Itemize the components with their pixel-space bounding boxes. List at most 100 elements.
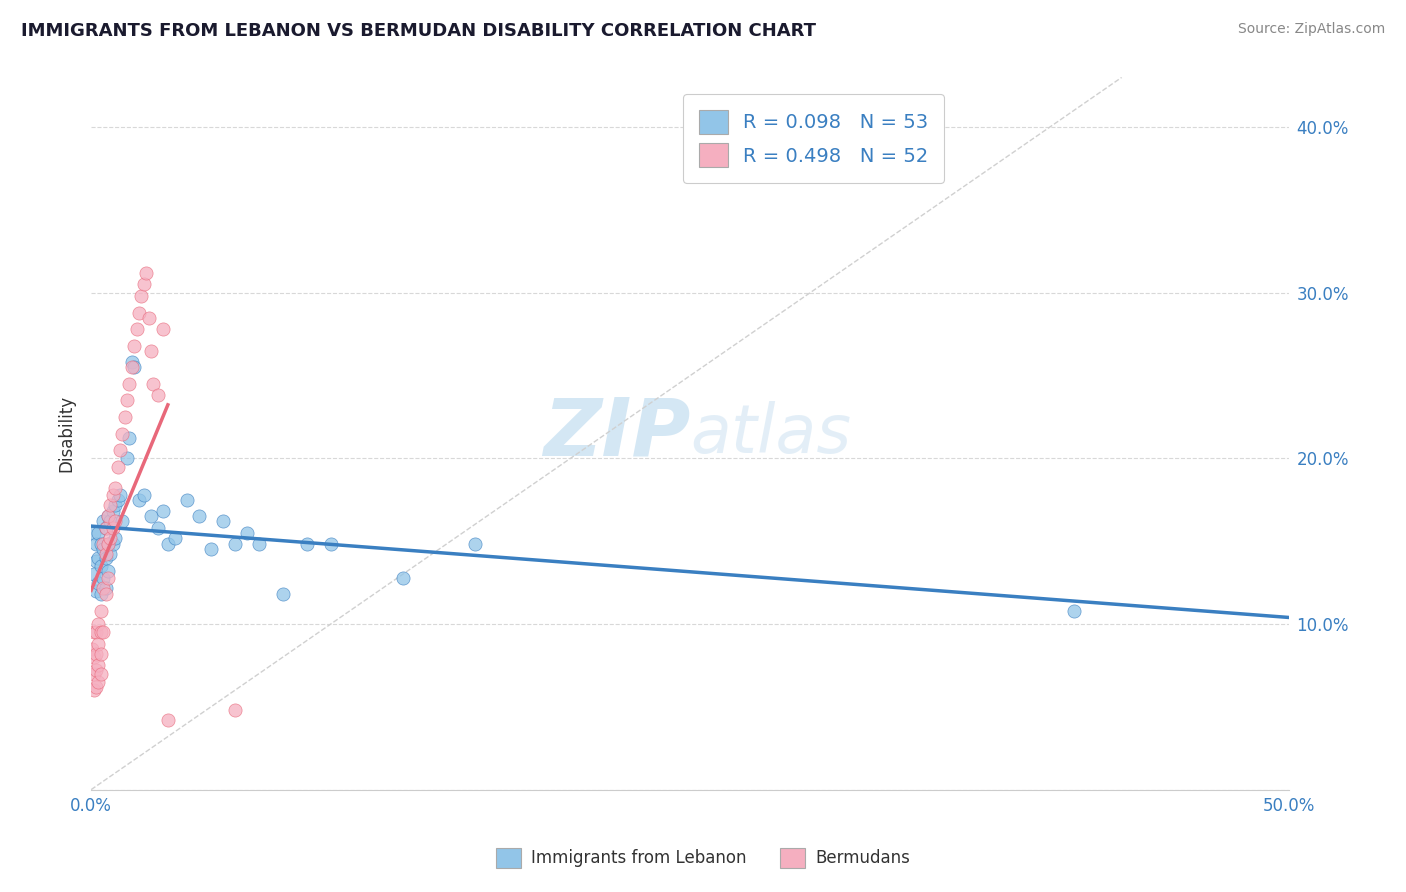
- Point: [101, 521, 124, 535]
- Point: [101, 504, 124, 518]
- Point: [90, 666, 112, 681]
- Point: [97, 509, 120, 524]
- Point: [94, 548, 117, 562]
- Point: [108, 443, 131, 458]
- Point: [107, 459, 129, 474]
- Point: [148, 388, 170, 402]
- Point: [87, 637, 110, 651]
- Point: [1063, 604, 1085, 618]
- Point: [295, 537, 318, 551]
- Point: [97, 537, 120, 551]
- Point: [98, 498, 121, 512]
- Point: [90, 625, 112, 640]
- Point: [224, 703, 246, 717]
- Point: [224, 537, 246, 551]
- Point: [83, 625, 105, 640]
- Point: [115, 393, 138, 408]
- Point: [83, 567, 105, 582]
- Point: [156, 713, 179, 727]
- Point: [94, 587, 117, 601]
- Point: [135, 266, 157, 280]
- Point: [108, 488, 131, 502]
- Point: [104, 531, 127, 545]
- Point: [91, 581, 114, 595]
- Point: [121, 355, 143, 369]
- Point: [97, 509, 120, 524]
- Point: [90, 537, 112, 551]
- Point: [94, 521, 117, 535]
- Point: [90, 559, 112, 574]
- Point: [236, 525, 259, 540]
- Point: [104, 498, 127, 512]
- Point: [94, 581, 117, 595]
- Point: [83, 683, 105, 698]
- Point: [104, 481, 127, 495]
- Text: IMMIGRANTS FROM LEBANON VS BERMUDAN DISABILITY CORRELATION CHART: IMMIGRANTS FROM LEBANON VS BERMUDAN DISA…: [21, 22, 815, 40]
- Point: [90, 647, 112, 661]
- Point: [152, 322, 174, 336]
- Point: [115, 451, 138, 466]
- Text: Source: ZipAtlas.com: Source: ZipAtlas.com: [1237, 22, 1385, 37]
- Point: [87, 525, 110, 540]
- Point: [90, 587, 112, 601]
- Point: [84, 554, 107, 568]
- Point: [101, 488, 124, 502]
- Point: [97, 571, 120, 585]
- Point: [107, 492, 129, 507]
- Y-axis label: Disability: Disability: [58, 395, 75, 472]
- Text: ZIP: ZIP: [543, 394, 690, 473]
- Point: [142, 376, 165, 391]
- Point: [97, 537, 120, 551]
- Point: [91, 625, 114, 640]
- Point: [91, 542, 114, 557]
- Point: [84, 664, 107, 678]
- Point: [87, 675, 110, 690]
- Point: [84, 537, 107, 551]
- Point: [212, 514, 235, 528]
- Point: [98, 531, 121, 545]
- Point: [114, 409, 136, 424]
- Point: [247, 537, 270, 551]
- Point: [200, 542, 222, 557]
- Point: [87, 617, 110, 632]
- Point: [101, 537, 124, 551]
- Point: [83, 650, 105, 665]
- Point: [156, 537, 179, 551]
- Point: [271, 587, 294, 601]
- Point: [84, 625, 107, 640]
- Point: [83, 525, 105, 540]
- Point: [128, 305, 150, 319]
- Point: [139, 343, 162, 358]
- Legend: Immigrants from Lebanon, Bermudans: Immigrants from Lebanon, Bermudans: [489, 841, 917, 875]
- Point: [97, 564, 120, 578]
- Point: [84, 647, 107, 661]
- Point: [104, 514, 127, 528]
- Point: [84, 583, 107, 598]
- Point: [138, 310, 160, 325]
- Point: [124, 360, 146, 375]
- Point: [125, 322, 148, 336]
- Point: [94, 521, 117, 535]
- Point: [464, 537, 486, 551]
- Point: [148, 521, 170, 535]
- Point: [131, 289, 153, 303]
- Point: [83, 666, 105, 681]
- Point: [111, 426, 134, 441]
- Legend: R = 0.098   N = 53, R = 0.498   N = 52: R = 0.098 N = 53, R = 0.498 N = 52: [683, 95, 945, 183]
- Point: [82, 641, 104, 656]
- Text: atlas: atlas: [690, 401, 852, 467]
- Point: [128, 492, 150, 507]
- Point: [90, 604, 112, 618]
- Point: [118, 432, 141, 446]
- Point: [87, 575, 110, 590]
- Point: [98, 548, 121, 562]
- Point: [91, 537, 114, 551]
- Point: [111, 514, 134, 528]
- Point: [124, 339, 146, 353]
- Point: [152, 504, 174, 518]
- Point: [176, 492, 198, 507]
- Point: [91, 571, 114, 585]
- Point: [87, 658, 110, 673]
- Point: [319, 537, 342, 551]
- Point: [132, 277, 155, 292]
